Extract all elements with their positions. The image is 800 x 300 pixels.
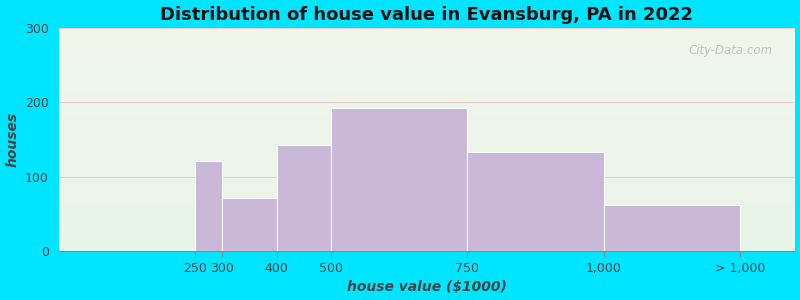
- Bar: [222, 198, 277, 251]
- Bar: [277, 145, 331, 251]
- Title: Distribution of house value in Evansburg, PA in 2022: Distribution of house value in Evansburg…: [160, 6, 693, 24]
- Text: City-Data.com: City-Data.com: [688, 44, 772, 56]
- Bar: [604, 205, 740, 251]
- Y-axis label: houses: houses: [6, 112, 19, 167]
- Bar: [331, 108, 467, 251]
- Bar: [195, 160, 222, 251]
- X-axis label: house value ($1000): house value ($1000): [346, 280, 506, 294]
- Bar: [467, 152, 604, 251]
